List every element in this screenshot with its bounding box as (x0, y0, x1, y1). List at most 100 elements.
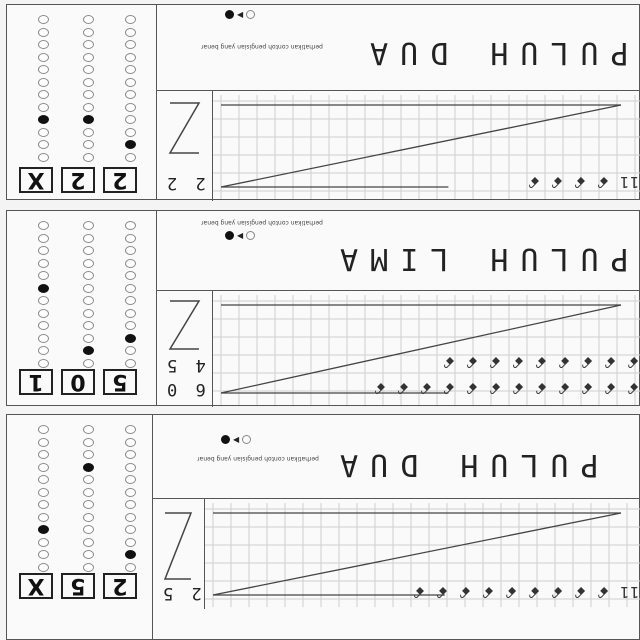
answer-bubble[interactable] (38, 450, 49, 459)
answer-bubble[interactable] (83, 512, 94, 522)
answer-bubble[interactable] (125, 52, 136, 62)
answer-bubble[interactable] (125, 152, 136, 162)
digit-box[interactable]: 2 (61, 167, 95, 193)
answer-bubble[interactable] (38, 425, 49, 434)
answer-bubble[interactable] (125, 462, 136, 472)
answer-bubble[interactable] (125, 115, 136, 124)
answer-bubble[interactable] (125, 15, 136, 24)
answer-bubble[interactable] (83, 221, 94, 230)
answer-bubble[interactable] (83, 450, 94, 459)
answer-bubble[interactable] (83, 233, 94, 243)
answer-bubble[interactable] (83, 127, 94, 137)
answer-bubble[interactable] (125, 346, 136, 355)
answer-bubble[interactable] (125, 246, 136, 255)
answer-bubble[interactable] (38, 52, 49, 62)
answer-bubble[interactable] (125, 258, 136, 268)
answer-bubble[interactable] (38, 152, 49, 162)
answer-bubble[interactable] (125, 562, 136, 572)
answer-bubble[interactable] (125, 308, 136, 318)
digit-box[interactable]: X (19, 167, 53, 193)
answer-bubble[interactable] (38, 40, 49, 49)
answer-bubble[interactable] (38, 140, 49, 149)
answer-bubble[interactable] (38, 525, 49, 534)
digit-box[interactable]: 2 (103, 167, 137, 193)
answer-bubble[interactable] (38, 90, 49, 99)
answer-bubble[interactable] (38, 346, 49, 355)
answer-bubble[interactable] (125, 140, 136, 149)
answer-bubble[interactable] (38, 77, 49, 87)
answer-bubble[interactable] (125, 358, 136, 368)
answer-bubble[interactable] (125, 487, 136, 497)
answer-bubble[interactable] (83, 550, 94, 559)
answer-bubble[interactable] (38, 15, 49, 24)
answer-bubble[interactable] (38, 487, 49, 497)
answer-bubble[interactable] (38, 562, 49, 572)
answer-bubble[interactable] (83, 525, 94, 534)
answer-bubble[interactable] (125, 102, 136, 112)
answer-bubble[interactable] (38, 537, 49, 547)
answer-bubble[interactable] (83, 308, 94, 318)
answer-bubble[interactable] (83, 90, 94, 99)
answer-bubble[interactable] (125, 525, 136, 534)
answer-bubble[interactable] (38, 27, 49, 37)
answer-bubble[interactable] (83, 358, 94, 368)
answer-bubble[interactable] (83, 65, 94, 74)
answer-bubble[interactable] (83, 296, 94, 305)
answer-bubble[interactable] (125, 271, 136, 280)
answer-bubble[interactable] (83, 15, 94, 24)
answer-bubble[interactable] (83, 271, 94, 280)
answer-bubble[interactable] (38, 283, 49, 293)
answer-bubble[interactable] (83, 152, 94, 162)
answer-bubble[interactable] (38, 550, 49, 559)
answer-bubble[interactable] (38, 333, 49, 343)
answer-bubble[interactable] (83, 40, 94, 49)
answer-bubble[interactable] (83, 425, 94, 434)
answer-bubble[interactable] (125, 77, 136, 87)
answer-bubble[interactable] (38, 258, 49, 268)
answer-bubble[interactable] (38, 271, 49, 280)
answer-bubble[interactable] (83, 537, 94, 547)
answer-bubble[interactable] (38, 475, 49, 484)
answer-bubble[interactable] (38, 500, 49, 509)
answer-bubble[interactable] (83, 562, 94, 572)
answer-bubble[interactable] (38, 358, 49, 368)
digit-box[interactable]: 0 (61, 369, 95, 395)
answer-bubble[interactable] (83, 102, 94, 112)
answer-bubble[interactable] (125, 90, 136, 99)
answer-bubble[interactable] (83, 333, 94, 343)
digit-box[interactable]: X (19, 573, 53, 599)
answer-bubble[interactable] (125, 537, 136, 547)
answer-bubble[interactable] (83, 475, 94, 484)
answer-bubble[interactable] (125, 40, 136, 49)
answer-bubble[interactable] (38, 233, 49, 243)
answer-bubble[interactable] (83, 500, 94, 509)
answer-bubble[interactable] (83, 115, 94, 124)
answer-bubble[interactable] (125, 550, 136, 559)
answer-bubble[interactable] (125, 500, 136, 509)
answer-bubble[interactable] (125, 296, 136, 305)
answer-bubble[interactable] (125, 65, 136, 74)
answer-bubble[interactable] (83, 27, 94, 37)
answer-bubble[interactable] (83, 487, 94, 497)
answer-bubble[interactable] (83, 437, 94, 447)
answer-bubble[interactable] (125, 475, 136, 484)
answer-bubble[interactable] (83, 462, 94, 472)
answer-bubble[interactable] (83, 321, 94, 330)
answer-bubble[interactable] (83, 346, 94, 355)
answer-bubble[interactable] (38, 462, 49, 472)
answer-bubble[interactable] (38, 246, 49, 255)
answer-bubble[interactable] (125, 450, 136, 459)
answer-bubble[interactable] (38, 512, 49, 522)
answer-bubble[interactable] (83, 258, 94, 268)
answer-bubble[interactable] (38, 102, 49, 112)
answer-bubble[interactable] (38, 127, 49, 137)
answer-bubble[interactable] (83, 140, 94, 149)
answer-bubble[interactable] (83, 77, 94, 87)
answer-bubble[interactable] (125, 127, 136, 137)
answer-bubble[interactable] (38, 115, 49, 124)
answer-bubble[interactable] (38, 221, 49, 230)
answer-bubble[interactable] (125, 221, 136, 230)
answer-bubble[interactable] (38, 65, 49, 74)
answer-bubble[interactable] (125, 27, 136, 37)
answer-bubble[interactable] (125, 425, 136, 434)
